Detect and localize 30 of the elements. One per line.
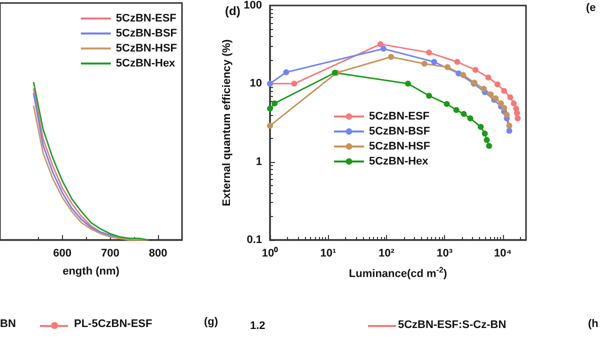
legend-label: 5CzBN-ESF <box>369 110 430 122</box>
text: PL-5CzBN-ESF <box>74 318 152 330</box>
x-tick-label: 10⁴ <box>494 248 512 260</box>
text: (g) <box>204 316 218 328</box>
x-tick-label: 10⁰ <box>262 246 278 260</box>
legend-label: 5CzBN-ESF <box>116 12 177 24</box>
legend-label: 5CzBN-BSF <box>116 28 178 40</box>
x-tick-label: 800 <box>148 248 168 260</box>
text: 1.2 <box>250 320 266 332</box>
x-tick-label: 600 <box>53 248 72 260</box>
y-tick-label: 1 <box>256 156 262 168</box>
y-axis-title: External quantum efficiency (%) <box>221 38 234 206</box>
y-tick-label: 100 <box>244 0 262 12</box>
y-tick-label: 10 <box>250 78 262 90</box>
x-tick-label: 10³ <box>436 248 453 260</box>
text: 5CzBN-ESF:S-Cz-BN <box>398 319 506 331</box>
legend-label: 5CzBN-BSF <box>369 126 430 138</box>
legend-label: 5CzBN-HSF <box>116 42 178 54</box>
text: (h <box>588 318 598 330</box>
x-tick-label: 10¹ <box>320 248 336 260</box>
text: BN <box>0 318 16 330</box>
legend-label: 5CzBN-Hex <box>116 58 176 70</box>
legend-label: 5CzBN-Hex <box>369 156 430 168</box>
text: (e <box>586 2 596 14</box>
x-tick-label: 700 <box>100 248 120 260</box>
x-tick-label: 10² <box>378 248 395 260</box>
x-axis-title: ength (nm) <box>62 266 120 278</box>
y-tick-label: 0.1 <box>246 234 262 246</box>
chart-title: (d) <box>225 4 240 18</box>
legend-label: 5CzBN-HSF <box>369 140 430 152</box>
